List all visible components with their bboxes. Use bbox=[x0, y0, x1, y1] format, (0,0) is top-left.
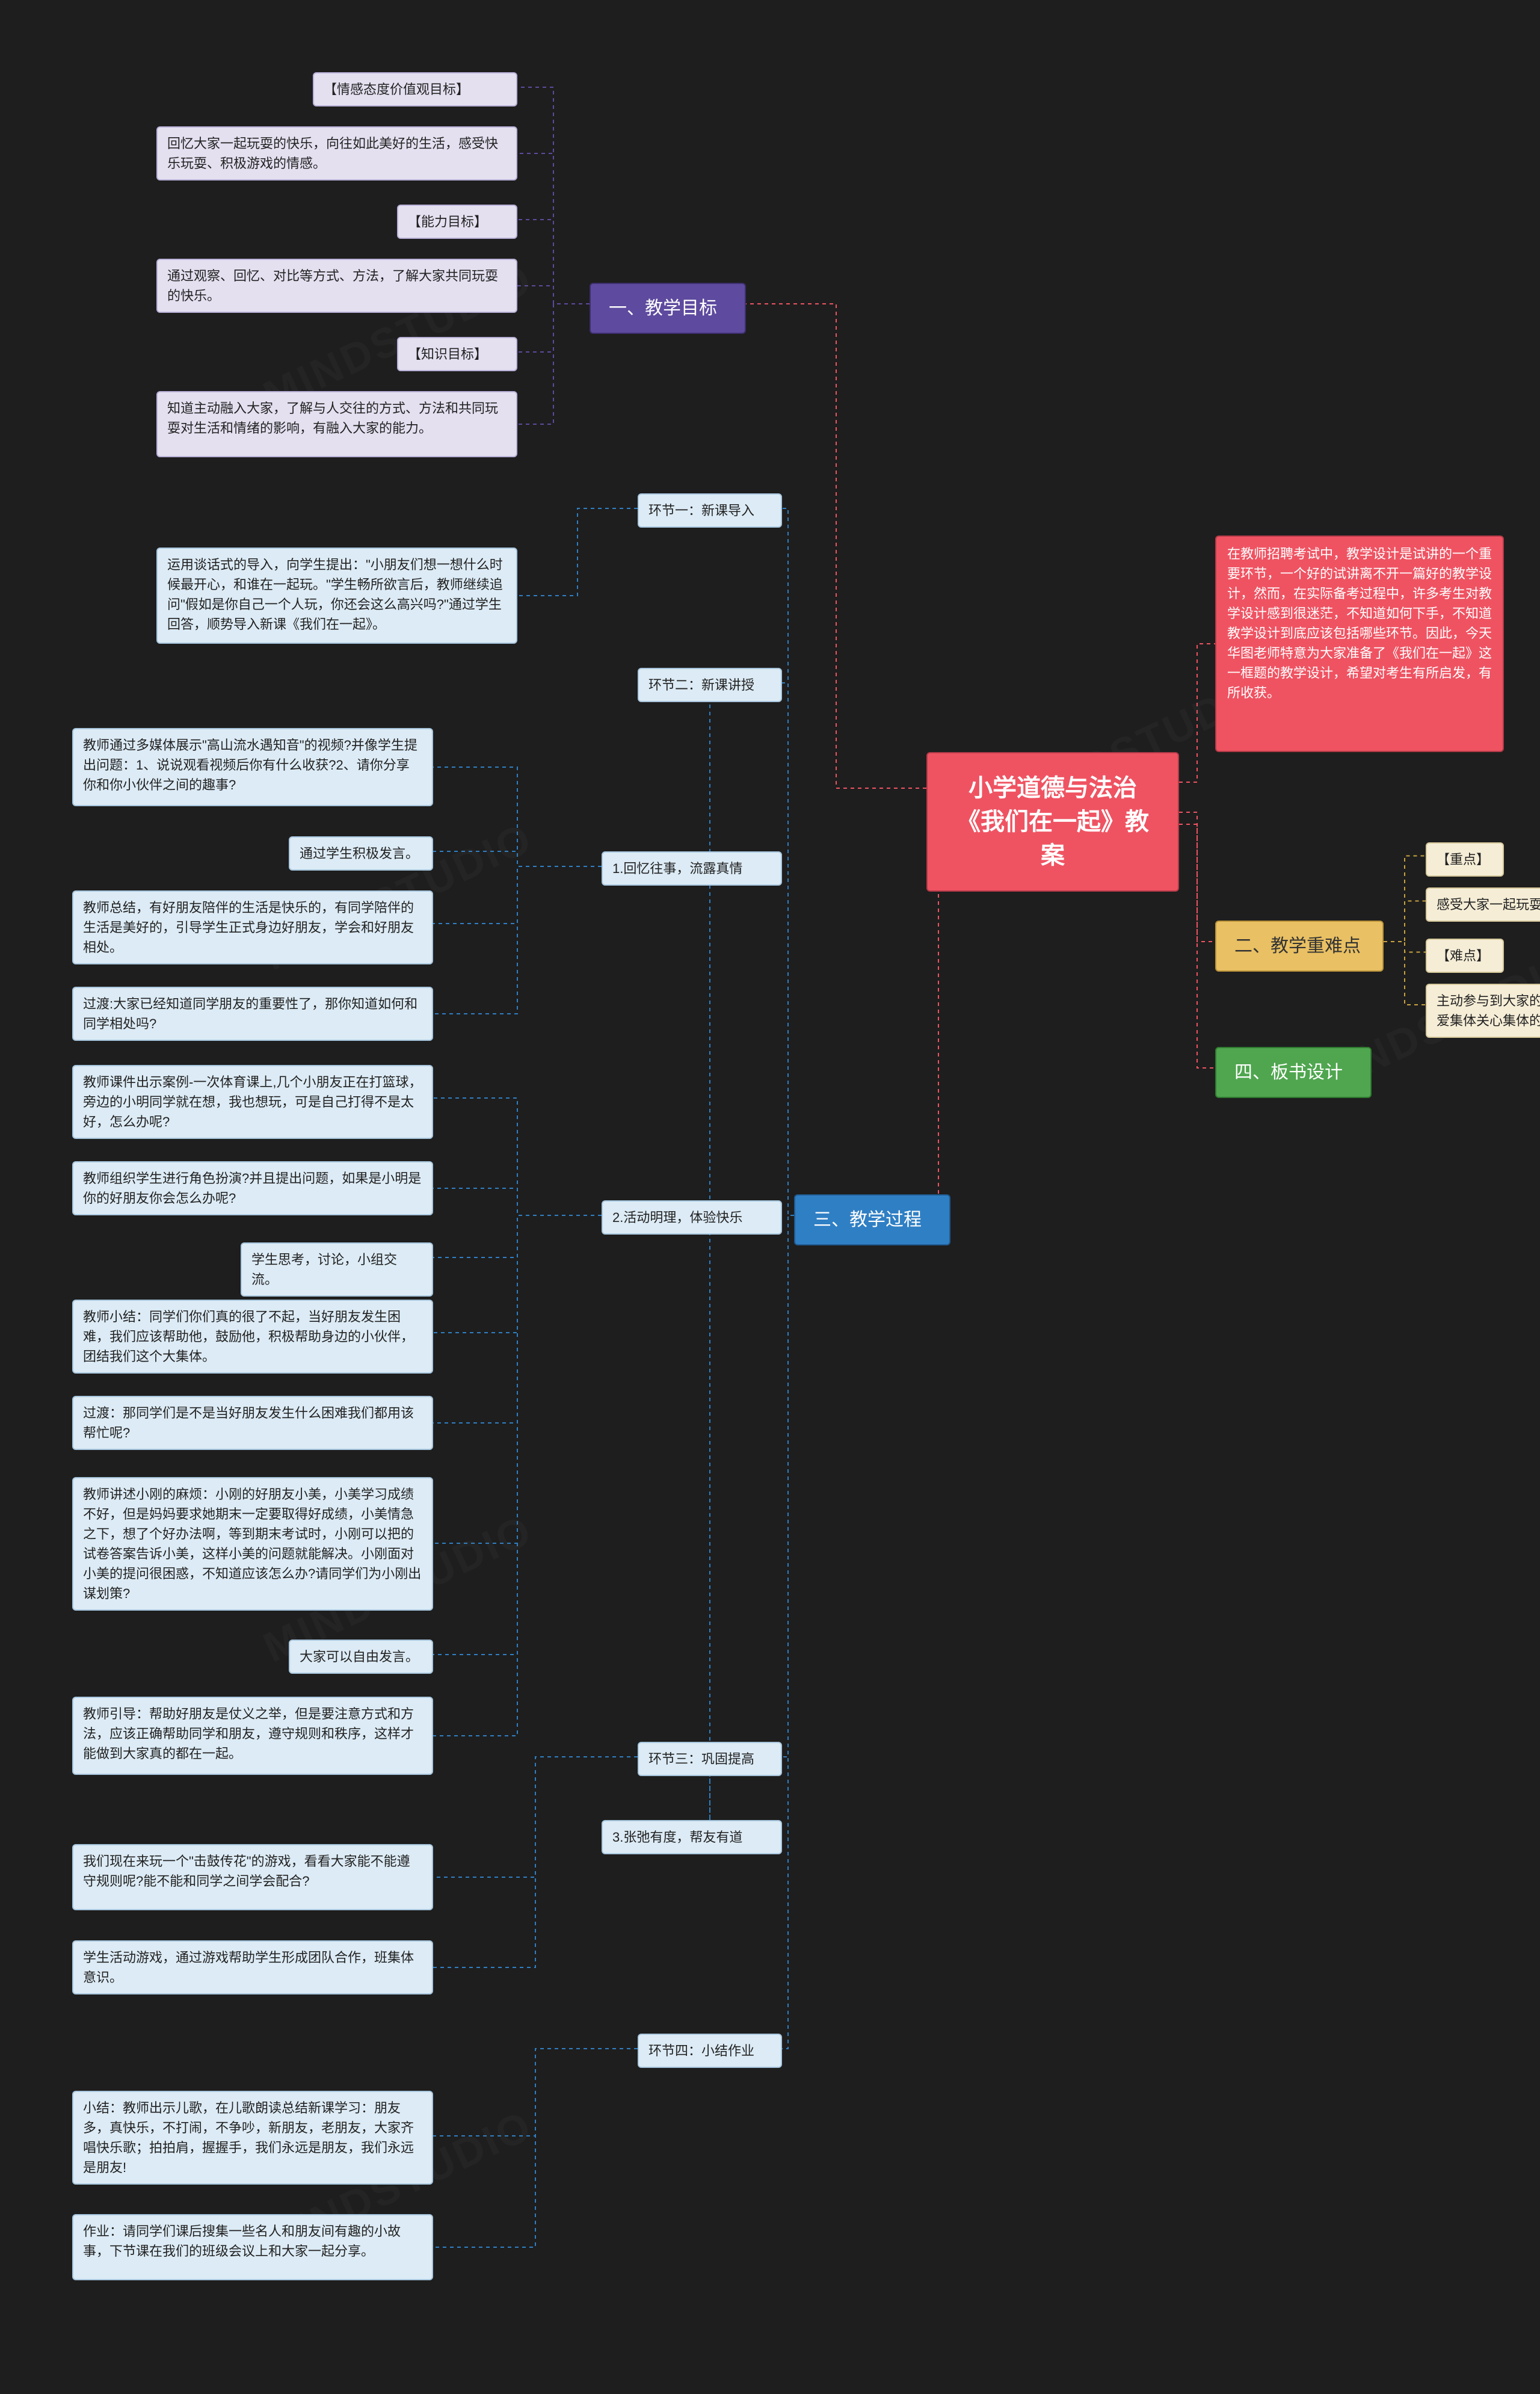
branch-node: 一、教学目标 bbox=[590, 283, 746, 334]
leaf-node: 在教师招聘考试中，教学设计是试讲的一个重要环节，一个好的试讲离不开一篇好的教学设… bbox=[1215, 535, 1504, 752]
sub-node: 环节一：新课导入 bbox=[638, 493, 782, 528]
branch-node: 三、教学过程 bbox=[794, 1194, 950, 1245]
sub-node: 教师总结，有好朋友陪伴的生活是快乐的，有同学陪伴的生活是美好的，引导学生正式身边… bbox=[72, 890, 433, 964]
sub-node: 3.张弛有度，帮友有道 bbox=[602, 1820, 782, 1854]
sub-node: 学生思考，讨论，小组交流。 bbox=[241, 1242, 433, 1297]
sub-node: 环节二：新课讲授 bbox=[638, 668, 782, 702]
sub-node: 知道主动融入大家，了解与人交往的方式、方法和共同玩耍对生活和情绪的影响，有融入大… bbox=[156, 391, 517, 457]
sub-node: 运用谈话式的导入，向学生提出："小朋友们想一想什么时候最开心，和谁在一起玩。"学… bbox=[156, 548, 517, 644]
sub-node: 作业：请同学们课后搜集一些名人和朋友间有趣的小故事，下节课在我们的班级会议上和大… bbox=[72, 2214, 433, 2280]
sub-node: 学生活动游戏，通过游戏帮助学生形成团队合作，班集体意识。 bbox=[72, 1940, 433, 1994]
sub-node: 通过学生积极发言。 bbox=[289, 836, 433, 871]
sub-node: 教师组织学生进行角色扮演?并且提出问题，如果是小明是你的好朋友你会怎么办呢? bbox=[72, 1161, 433, 1215]
sub-node: 1.回忆往事，流露真情 bbox=[602, 851, 782, 886]
sub-node: 【知识目标】 bbox=[397, 337, 517, 371]
sub-node: 教师引导：帮助好朋友是仗义之举，但是要注意方式和方法，应该正确帮助同学和朋友，遵… bbox=[72, 1697, 433, 1775]
sub-node: 回忆大家一起玩耍的快乐，向往如此美好的生活，感受快乐玩耍、积极游戏的情感。 bbox=[156, 126, 517, 180]
sub-node: 过渡:大家已经知道同学朋友的重要性了，那你知道如何和同学相处吗? bbox=[72, 987, 433, 1041]
sub-node: 【情感态度价值观目标】 bbox=[313, 72, 517, 106]
sub-node: 环节四：小结作业 bbox=[638, 2034, 782, 2068]
sub-node: 过渡：那同学们是不是当好朋友发生什么困难我们都用该帮忙呢? bbox=[72, 1396, 433, 1450]
root-node: 小学道德与法治《我们在一起》教案 bbox=[926, 752, 1179, 892]
branch-node: 四、板书设计 bbox=[1215, 1047, 1372, 1098]
sub-node: 【能力目标】 bbox=[397, 205, 517, 239]
sub-node: 教师课件出示案例-一次体育课上,几个小朋友正在打篮球，旁边的小明同学就在想，我也… bbox=[72, 1065, 433, 1139]
sub-node: 主动参与到大家的方法和能力，感受热爱集体关心集体的情感。 bbox=[1426, 984, 1540, 1038]
branch-node: 二、教学重难点 bbox=[1215, 921, 1384, 972]
sub-node: 【重点】 bbox=[1426, 842, 1504, 877]
sub-node: 大家可以自由发言。 bbox=[289, 1640, 433, 1674]
sub-node: 教师小结：同学们你们真的很了不起，当好朋友发生困难，我们应该帮助他，鼓励他，积极… bbox=[72, 1300, 433, 1374]
sub-node: 通过观察、回忆、对比等方式、方法，了解大家共同玩耍的快乐。 bbox=[156, 259, 517, 313]
sub-node: 我们现在来玩一个"击鼓传花"的游戏，看看大家能不能遵守规则呢?能不能和同学之间学… bbox=[72, 1844, 433, 1910]
sub-node: 环节三：巩固提高 bbox=[638, 1742, 782, 1776]
sub-node: 教师讲述小刚的麻烦：小刚的好朋友小美，小美学习成绩不好，但是妈妈要求她期末一定要… bbox=[72, 1477, 433, 1611]
sub-node: 【难点】 bbox=[1426, 939, 1504, 973]
sub-node: 小结：教师出示儿歌，在儿歌朗读总结新课学习：朋友多，真快乐，不打闹，不争吵，新朋… bbox=[72, 2091, 433, 2185]
sub-node: 感受大家一起玩耍的快乐。 bbox=[1426, 887, 1540, 922]
sub-node: 2.活动明理，体验快乐 bbox=[602, 1200, 782, 1235]
sub-node: 教师通过多媒体展示"高山流水遇知音"的视频?并像学生提出问题：1、说说观看视频后… bbox=[72, 728, 433, 806]
